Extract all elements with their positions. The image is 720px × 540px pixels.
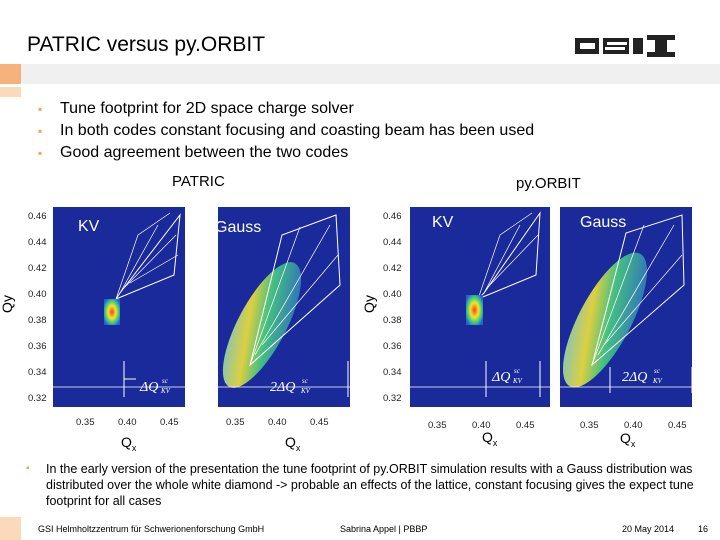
x-tick: 0.40 bbox=[118, 417, 137, 428]
svg-text:KV: KV bbox=[652, 377, 663, 385]
y-ticks-pyorbit: 0.46 0.44 0.42 0.40 0.38 0.36 0.34 0.32 bbox=[383, 211, 402, 404]
svg-text:KV: KV bbox=[300, 387, 311, 395]
panel-label-kv: KV bbox=[78, 218, 100, 235]
y-tick: 0.34 bbox=[28, 367, 47, 378]
qx-axis-label: Qx bbox=[121, 434, 137, 453]
y-tick: 0.40 bbox=[383, 289, 402, 300]
footer-page-number: 16 bbox=[698, 524, 709, 534]
svg-text:sc: sc bbox=[514, 367, 521, 375]
bullet-list: Tune footprint for 2D space charge solve… bbox=[38, 98, 534, 164]
x-tick: 0.35 bbox=[580, 420, 599, 431]
bullet-marker: ▪ bbox=[26, 463, 30, 474]
slide-title: PATRIC versus py.ORBIT bbox=[27, 33, 266, 56]
x-tick: 0.35 bbox=[428, 420, 447, 431]
footer-author: Sabrina Appel | PBBP bbox=[340, 524, 428, 534]
decor-bar-gray bbox=[21, 64, 720, 84]
svg-text:sc: sc bbox=[162, 377, 169, 385]
annotation-gauss: 2ΔQ bbox=[622, 370, 647, 385]
x-tick: 0.45 bbox=[160, 417, 179, 428]
x-tick: 0.45 bbox=[668, 420, 687, 431]
y-tick: 0.46 bbox=[28, 211, 47, 222]
panel-label-kv: KV bbox=[432, 214, 454, 231]
qx-axis-label: Qx bbox=[620, 430, 636, 449]
y-tick: 0.44 bbox=[28, 237, 47, 248]
footnote: ▪ In the early version of the presentati… bbox=[26, 461, 706, 509]
plot-patric-gauss bbox=[218, 207, 350, 407]
footer-institute: GSI Helmholtzzentrum für Schwerionenfors… bbox=[38, 524, 265, 534]
bullet-item: Tune footprint for 2D space charge solve… bbox=[38, 98, 534, 120]
x-tick: 0.40 bbox=[472, 420, 491, 431]
gsi-logo bbox=[575, 35, 685, 62]
svg-text:KV: KV bbox=[160, 387, 171, 395]
decor-bar-orange-light bbox=[0, 517, 21, 540]
y-tick: 0.36 bbox=[28, 341, 47, 352]
bullet-item: In both codes constant focusing and coas… bbox=[38, 120, 534, 142]
plot-pyorbit-kv bbox=[410, 207, 550, 407]
x-ticks: 0.35 0.40 0.45 0.35 0.40 0.45 0.35 0.40 … bbox=[76, 417, 687, 431]
y-tick: 0.38 bbox=[383, 315, 402, 326]
x-tick: 0.45 bbox=[516, 420, 535, 431]
bullet-item: Good agreement between the two codes bbox=[38, 142, 534, 164]
x-tick: 0.35 bbox=[76, 417, 95, 428]
annotations: ΔQ 2ΔQ ΔQ 2ΔQ sc KV sc KV sc KV sc KV bbox=[139, 367, 663, 395]
qy-axis-label-patric: Qy bbox=[0, 295, 15, 313]
tune-footprint-figures: 0.46 0.44 0.42 0.40 0.38 0.36 0.34 0.32 … bbox=[28, 207, 693, 431]
y-tick: 0.36 bbox=[383, 341, 402, 352]
y-tick: 0.42 bbox=[28, 263, 47, 274]
decor-bar-orange-light bbox=[0, 87, 21, 97]
y-tick: 0.34 bbox=[383, 367, 402, 378]
y-tick: 0.38 bbox=[28, 315, 47, 326]
svg-text:sc: sc bbox=[302, 377, 309, 385]
annotation-gauss: 2ΔQ bbox=[270, 380, 295, 395]
panel-labels: KV Gauss KV Gauss bbox=[78, 214, 626, 236]
y-tick: 0.32 bbox=[383, 393, 402, 404]
qx-axis-label: Qx bbox=[285, 434, 301, 453]
patric-label: PATRIC bbox=[172, 173, 225, 190]
x-tick: 0.35 bbox=[226, 417, 245, 428]
svg-text:KV: KV bbox=[512, 377, 523, 385]
qx-axis-label: Qx bbox=[482, 429, 498, 448]
plot-pyorbit-gauss bbox=[560, 207, 692, 407]
panel-label-gauss: Gauss bbox=[580, 214, 626, 231]
y-tick: 0.42 bbox=[383, 263, 402, 274]
footer-date: 20 May 2014 bbox=[622, 524, 675, 534]
x-tick: 0.40 bbox=[624, 420, 643, 431]
y-tick: 0.40 bbox=[28, 289, 47, 300]
annotation-arrows bbox=[123, 361, 693, 397]
y-tick: 0.44 bbox=[383, 237, 402, 248]
x-tick: 0.40 bbox=[268, 417, 287, 428]
y-ticks-patric: 0.46 0.44 0.42 0.40 0.38 0.36 0.34 0.32 bbox=[28, 211, 47, 404]
annotation-kv: ΔQ bbox=[139, 380, 158, 395]
panel-label-gauss: Gauss bbox=[215, 219, 261, 236]
decor-bar-orange bbox=[0, 64, 21, 84]
qy-axis-label-pyorbit: Qy bbox=[360, 295, 377, 313]
y-tick: 0.46 bbox=[383, 211, 402, 222]
annotation-kv: ΔQ bbox=[491, 370, 510, 385]
plot-patric-kv bbox=[53, 207, 185, 407]
svg-text:sc: sc bbox=[654, 367, 661, 375]
x-tick: 0.45 bbox=[310, 417, 329, 428]
y-tick: 0.32 bbox=[28, 393, 47, 404]
footnote-text: In the early version of the presentation… bbox=[46, 462, 694, 508]
pyorbit-label: py.ORBIT bbox=[516, 175, 581, 192]
